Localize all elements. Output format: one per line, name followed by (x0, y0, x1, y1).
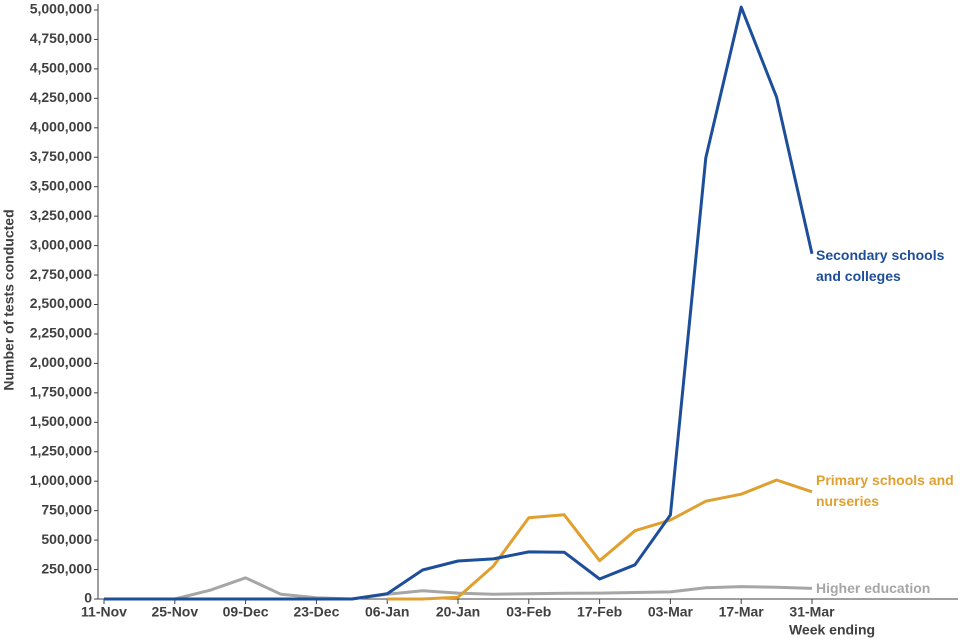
y-tick-label: 1,000,000 (30, 472, 92, 488)
x-tick-label: 03-Feb (506, 604, 551, 620)
y-tick-label: 5,000,000 (30, 1, 92, 17)
y-tick-label: 4,000,000 (30, 119, 92, 135)
y-tick-label: 500,000 (41, 531, 92, 547)
x-axis-title: Week ending (789, 622, 875, 638)
x-tick-label: 09-Dec (223, 604, 269, 620)
x-tick-label: 03-Mar (648, 604, 694, 620)
y-tick-label: 2,250,000 (30, 325, 92, 341)
y-tick-label: 3,500,000 (30, 177, 92, 193)
x-tick-label: 06-Jan (365, 604, 409, 620)
y-tick-label: 3,750,000 (30, 148, 92, 164)
y-tick-label: 4,750,000 (30, 30, 92, 46)
y-tick-label: 3,000,000 (30, 236, 92, 252)
x-tick-label: 25-Nov (151, 604, 198, 620)
y-tick-label: 3,250,000 (30, 207, 92, 223)
series-label: Primary schools and nurseries (816, 472, 954, 509)
y-axis-title: Number of tests conducted (1, 209, 17, 390)
series-line (387, 478, 813, 601)
x-tick-label: 11-Nov (81, 604, 127, 620)
x-tick-label: 20-Jan (436, 604, 480, 620)
y-tick-label: 2,500,000 (30, 295, 92, 311)
series-line (104, 576, 813, 601)
series-label: Secondary schools and colleges (816, 247, 945, 284)
y-tick-label: 0 (84, 590, 92, 606)
y-tick-label: 750,000 (41, 501, 92, 517)
y-tick-label: 4,500,000 (30, 60, 92, 76)
y-tick-label: 1,750,000 (30, 384, 92, 400)
y-tick-label: 250,000 (41, 560, 92, 576)
x-tick-label: 17-Feb (577, 604, 622, 620)
x-tick-label: 31-Mar (789, 604, 835, 620)
y-tick-label: 1,500,000 (30, 413, 92, 429)
x-tick-label: 17-Mar (719, 604, 765, 620)
y-tick-label: 1,250,000 (30, 442, 92, 458)
x-tick-label: 23-Dec (293, 604, 339, 620)
y-tick-label: 2,750,000 (30, 266, 92, 282)
series-label: Higher education (816, 580, 931, 596)
series-line (104, 5, 814, 601)
y-tick-label: 2,000,000 (30, 354, 92, 370)
y-tick-label: 4,250,000 (30, 89, 92, 105)
